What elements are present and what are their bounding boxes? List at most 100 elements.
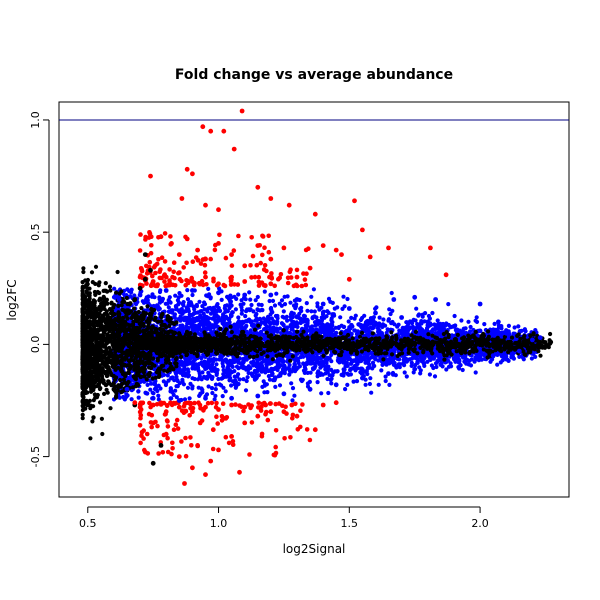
blue-point bbox=[198, 309, 203, 314]
blue-point bbox=[349, 323, 354, 328]
blue-point bbox=[129, 287, 134, 292]
blue-point bbox=[419, 319, 424, 324]
blue-point bbox=[291, 366, 296, 371]
blue-point bbox=[441, 325, 446, 330]
blue-point bbox=[210, 390, 215, 396]
blue-point bbox=[438, 321, 443, 326]
blue-point bbox=[214, 362, 219, 367]
blue-point bbox=[254, 373, 259, 378]
blue-point bbox=[280, 357, 285, 362]
blue-point bbox=[290, 324, 296, 329]
blue-point bbox=[305, 381, 310, 386]
blue-point bbox=[383, 374, 388, 379]
blue-point bbox=[468, 363, 474, 368]
blue-point bbox=[185, 297, 191, 302]
blue-point bbox=[281, 309, 286, 314]
blue-point bbox=[212, 323, 217, 328]
blue-point bbox=[474, 319, 480, 324]
blue-point bbox=[209, 365, 214, 370]
blue-point bbox=[209, 357, 214, 362]
blue-point bbox=[413, 363, 418, 368]
blue-point bbox=[409, 356, 415, 361]
blue-point bbox=[185, 288, 190, 293]
blue-point bbox=[380, 322, 386, 327]
blue-point bbox=[432, 374, 438, 379]
blue-point bbox=[199, 360, 204, 365]
blue-point bbox=[455, 327, 460, 332]
blue-point bbox=[309, 294, 314, 299]
blue-point bbox=[250, 373, 255, 379]
blue-point bbox=[208, 311, 214, 316]
blue-point bbox=[352, 328, 357, 333]
blue-point bbox=[237, 377, 242, 382]
blue-point bbox=[292, 361, 297, 367]
blue-point bbox=[248, 366, 253, 371]
blue-point bbox=[347, 356, 352, 361]
blue-point bbox=[230, 364, 235, 369]
blue-point bbox=[112, 286, 117, 291]
blue-point bbox=[129, 397, 134, 402]
blue-point bbox=[274, 291, 279, 296]
blue-point bbox=[264, 363, 269, 368]
blue-point bbox=[341, 294, 346, 299]
blue-point bbox=[184, 361, 189, 366]
blue-point bbox=[234, 296, 239, 301]
blue-point bbox=[182, 367, 187, 372]
blue-point bbox=[343, 387, 348, 392]
blue-point bbox=[409, 360, 414, 365]
blue-point bbox=[324, 323, 329, 328]
blue-point bbox=[320, 363, 325, 368]
blue-point bbox=[239, 298, 244, 303]
blue-point bbox=[252, 377, 257, 382]
blue-point bbox=[301, 354, 306, 359]
blue-point bbox=[482, 322, 487, 327]
blue-point bbox=[213, 393, 218, 398]
blue-point bbox=[310, 359, 315, 364]
blue-point bbox=[336, 325, 341, 330]
blue-point bbox=[357, 323, 363, 328]
blue-point bbox=[259, 355, 264, 360]
blue-point bbox=[156, 397, 161, 402]
blue-point bbox=[170, 375, 175, 380]
blue-point bbox=[305, 308, 310, 313]
blue-point bbox=[468, 324, 473, 330]
blue-point bbox=[192, 325, 197, 330]
blue-point bbox=[345, 382, 350, 387]
blue-point bbox=[150, 390, 155, 395]
blue-point bbox=[433, 361, 439, 366]
blue-point bbox=[205, 361, 210, 366]
blue-point bbox=[243, 314, 248, 319]
blue-point bbox=[320, 372, 325, 377]
blue-point bbox=[516, 324, 521, 329]
blue-point bbox=[195, 365, 200, 370]
blue-point bbox=[254, 318, 259, 323]
blue-point bbox=[376, 330, 381, 335]
blue-point bbox=[315, 374, 320, 379]
blue-point bbox=[188, 300, 193, 305]
blue-point bbox=[218, 357, 223, 362]
blue-point bbox=[305, 370, 310, 375]
blue-point bbox=[287, 366, 292, 371]
blue-point bbox=[121, 394, 126, 400]
blue-point bbox=[232, 369, 237, 374]
blue-point bbox=[193, 310, 198, 315]
blue-point bbox=[188, 354, 193, 359]
blue-point bbox=[259, 302, 264, 308]
blue-point bbox=[362, 313, 367, 318]
blue-point bbox=[179, 362, 184, 367]
blue-point bbox=[512, 325, 517, 330]
blue-point bbox=[280, 314, 285, 319]
blue-point bbox=[346, 319, 351, 324]
blue-point bbox=[424, 328, 429, 333]
blue-point bbox=[298, 306, 303, 311]
blue-point bbox=[353, 368, 358, 373]
blue-point bbox=[325, 376, 330, 382]
blue-point bbox=[215, 308, 220, 313]
blue-point bbox=[529, 356, 535, 361]
blue-point bbox=[355, 357, 360, 362]
blue-point bbox=[293, 306, 298, 311]
blue-point bbox=[190, 360, 195, 365]
blue-point bbox=[298, 377, 304, 382]
blue-point bbox=[312, 309, 317, 314]
